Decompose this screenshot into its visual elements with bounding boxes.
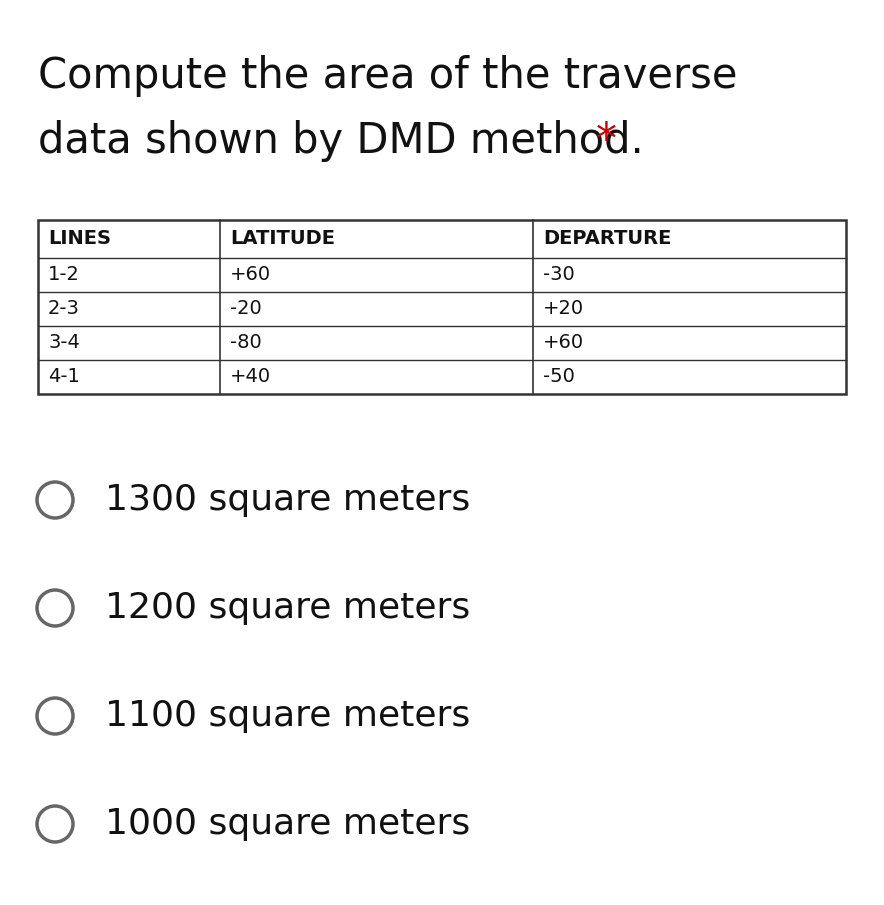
Text: -30: -30 <box>543 265 575 284</box>
Text: +20: +20 <box>543 300 584 319</box>
Text: 1-2: 1-2 <box>48 265 80 284</box>
Text: data shown by DMD method.: data shown by DMD method. <box>38 120 657 162</box>
Text: 1000 square meters: 1000 square meters <box>105 807 470 841</box>
Circle shape <box>37 482 73 518</box>
Text: +60: +60 <box>543 334 584 353</box>
Text: 1300 square meters: 1300 square meters <box>105 483 470 517</box>
Circle shape <box>37 590 73 626</box>
Text: 2-3: 2-3 <box>48 300 80 319</box>
Text: 1200 square meters: 1200 square meters <box>105 591 470 625</box>
Text: 3-4: 3-4 <box>48 334 80 353</box>
Text: -20: -20 <box>230 300 262 319</box>
Text: +40: +40 <box>230 367 271 386</box>
Circle shape <box>37 698 73 734</box>
Text: +60: +60 <box>230 265 271 284</box>
Text: DEPARTURE: DEPARTURE <box>543 230 671 249</box>
Text: 1100 square meters: 1100 square meters <box>105 699 470 733</box>
Text: LINES: LINES <box>48 230 111 249</box>
Circle shape <box>37 806 73 842</box>
Text: *: * <box>596 120 617 162</box>
Text: 4-1: 4-1 <box>48 367 80 386</box>
Text: Compute the area of the traverse: Compute the area of the traverse <box>38 55 737 97</box>
Text: -50: -50 <box>543 367 575 386</box>
Text: LATITUDE: LATITUDE <box>230 230 335 249</box>
Bar <box>38 220 846 394</box>
Text: -80: -80 <box>230 334 262 353</box>
